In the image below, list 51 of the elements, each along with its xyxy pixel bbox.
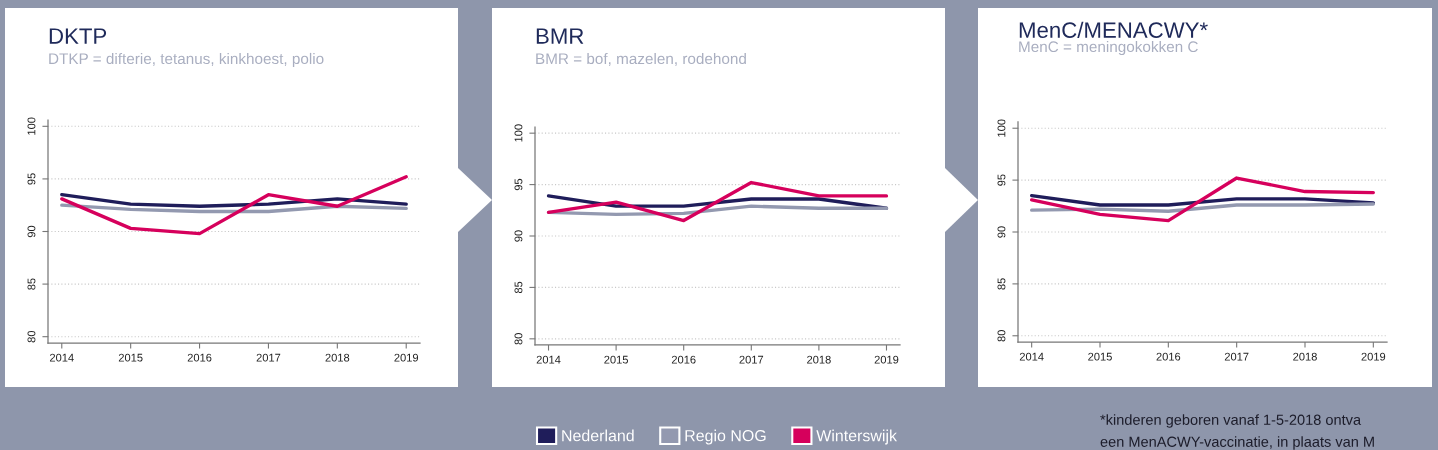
x-tick-label: 2018 [1293,352,1317,361]
y-tick-label: 100 [997,119,1006,137]
y-tick-label: 80 [514,333,523,345]
line-series [60,203,408,214]
x-tick-label: 2016 [1156,352,1181,361]
y-tick-label: 90 [27,225,36,238]
y-tick-label: 85 [997,278,1006,290]
chart-title: BMR [536,28,584,44]
y-tick-label: 95 [27,173,36,185]
y-tick-label: 85 [514,281,523,294]
x-tick-label: 2017 [1224,352,1249,361]
x-tick-label: 2016 [187,353,212,362]
legend-label: Nederland [562,429,634,442]
line-series [1030,202,1375,213]
line-series [60,175,408,236]
x-tick-label: 2017 [739,355,764,364]
line-series [60,193,408,208]
y-tick-label: 100 [514,124,523,142]
text: een MenACWY-vaccinatie, in plaats van M [1100,436,1374,450]
x-tick-label: 2014 [1019,352,1044,361]
chart-subtitle: DTKP = difterie, tetanus, kinkhoest, polio [49,52,324,68]
x-tick-label: 2015 [1088,352,1112,361]
line-series [1030,176,1375,223]
x-tick-label: 2015 [118,353,143,362]
chart-title: MenC/MENACWY* [1019,21,1208,38]
y-tick-label: 80 [997,330,1006,342]
legend-label: Regio NOG [685,429,766,445]
legend-label: Winterswijk [816,429,898,445]
x-tick-label: 2016 [671,355,696,364]
x-tick-label: 2019 [394,353,419,362]
x-tick-label: 2015 [604,355,629,364]
chart-title: DKTP [49,28,107,44]
x-tick-label: 2019 [1361,352,1386,361]
x-tick-label: 2019 [874,355,899,364]
chart-subtitle: BMR = bof, mazelen, rodehond [536,52,746,66]
chart-subtitle: MenC = meningokokken C [1019,40,1198,56]
text: *kinderen geboren vanaf 1-5-2018 ontva [1100,414,1362,428]
line-series [1030,194,1375,207]
x-tick-label: 2018 [807,355,831,364]
y-tick-label: 95 [514,178,523,191]
y-tick-label: 85 [27,278,36,290]
y-tick-label: 100 [27,117,36,135]
x-tick-label: 2018 [325,353,350,362]
x-tick-label: 2014 [536,355,561,364]
x-tick-label: 2017 [256,353,281,362]
y-tick-label: 80 [27,330,36,343]
y-tick-label: 90 [997,226,1006,238]
x-tick-label: 2014 [49,353,74,362]
y-tick-label: 90 [514,230,523,242]
line-series [546,180,889,223]
y-tick-label: 95 [997,174,1006,186]
